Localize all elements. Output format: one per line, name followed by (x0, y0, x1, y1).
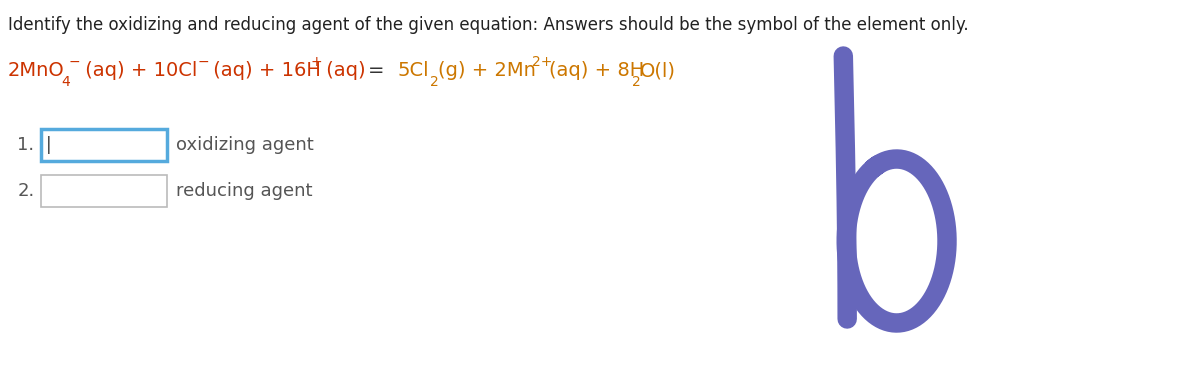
Bar (41, 175, 167, 207)
Text: −: − (68, 55, 80, 69)
Text: |: | (46, 136, 52, 154)
Text: (aq) + 8H: (aq) + 8H (548, 61, 644, 80)
Text: (aq) + 10Cl: (aq) + 10Cl (78, 61, 197, 80)
Text: oxidizing agent: oxidizing agent (176, 136, 314, 154)
Text: 5Cl: 5Cl (397, 61, 430, 80)
Text: =: = (368, 61, 385, 80)
Text: +: + (310, 55, 322, 69)
Text: 2MnO: 2MnO (7, 61, 65, 80)
Text: (aq) + 16H: (aq) + 16H (208, 61, 322, 80)
Text: 4: 4 (61, 75, 70, 89)
Text: (g) + 2Mn: (g) + 2Mn (438, 61, 536, 80)
Text: reducing agent: reducing agent (176, 182, 313, 200)
Text: 2+: 2+ (532, 55, 552, 69)
Text: O(l): O(l) (640, 61, 676, 80)
Text: 1.: 1. (18, 136, 35, 154)
Bar (41, 129, 167, 161)
Text: (aq): (aq) (320, 61, 366, 80)
Text: −: − (198, 55, 209, 69)
Text: 2: 2 (632, 75, 641, 89)
Text: 2.: 2. (18, 182, 35, 200)
Text: 2: 2 (431, 75, 439, 89)
Text: Identify the oxidizing and reducing agent of the given equation: Answers should : Identify the oxidizing and reducing agen… (7, 16, 968, 34)
